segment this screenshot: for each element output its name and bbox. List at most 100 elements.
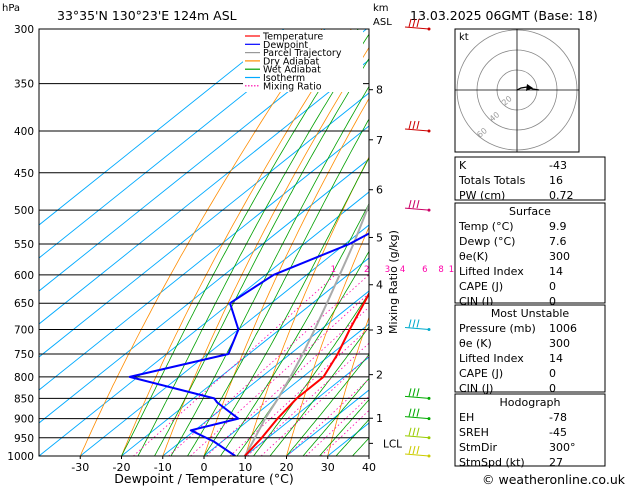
table-row-label: K [459,159,467,172]
temperature-tick-label: 10 [238,461,252,474]
profile-series [128,202,369,456]
mixing-ratio-line [286,378,369,456]
wind-barb-flag [416,408,420,417]
wind-barb-flag [408,427,412,436]
stability-tables: K -43 Totals Totals 16 PW (cm) 0.72 Surface Tem… [454,156,606,469]
isotherm-line [39,29,326,259]
table-row-value: 27 [549,456,563,469]
table-row-label: Lifted Index [459,265,524,278]
table-row-value: 0 [549,280,556,293]
wind-barb [404,388,431,400]
table-row-label: Lifted Index [459,352,524,365]
wind-barb-staff [404,453,430,457]
wind-barb-staff [404,395,430,399]
table-row-label: Totals Totals [458,174,526,187]
pressure-tick-label: 500 [14,205,34,217]
asl-label: ASL [373,17,392,28]
wind-barb-flag [412,200,416,209]
pressure-tick-label: 800 [14,372,34,384]
isotherm-line [203,323,369,456]
isotherm-line [39,59,369,325]
table-row-label: θe(K) [459,250,488,263]
mixing-ratio-axis-title: Mixing Ratio (g/kg) [387,230,400,334]
wind-barb-flag [416,388,420,397]
copyright: © weatheronline.co.uk [482,472,626,486]
km-tick-label: 3 [376,324,383,337]
legend-background [243,30,363,92]
wind-barb-dot [427,328,431,332]
wind-barb-dot [427,436,431,440]
wind-barbs [404,18,431,458]
legend-label: Wet Adiabat [263,65,321,76]
table-row-value: 14 [549,352,563,365]
wind-barb-staff [404,26,430,30]
wet-adiabat-line [203,157,369,456]
wind-barb-flag [408,18,412,28]
table-row-value: 300° [549,441,576,454]
isotherm-line [39,92,369,358]
table-row-value: -78 [549,411,567,424]
wind-barb-dot [427,454,431,458]
location-title: 33°35'N 130°23'E 124m ASL [57,8,237,23]
wind-barb-staff [404,128,430,132]
isotherm-line [39,29,367,292]
wind-barb-flag [412,427,416,436]
wind-barb-flag [412,120,416,130]
temperature-tick-label: -20 [113,461,131,474]
legend-label: Dewpoint [263,40,308,51]
legend-label: Temperature [262,32,323,43]
wind-barb-flag [416,427,420,436]
pressure-tick-label: 350 [14,79,34,91]
wet-adiabat-line [286,353,369,456]
temperature-line [244,291,369,456]
wind-barb-flag [416,319,420,328]
pressure-tick-label: 450 [14,168,34,180]
km-tick-label: 8 [376,84,383,97]
pressure-tick-label: 600 [14,270,34,282]
wind-barb [404,408,431,421]
wind-barb [404,120,431,133]
pressure-tick-label: 650 [14,298,34,310]
dry-adiabat-line [327,315,369,456]
temperature-tick-label: -30 [71,461,89,474]
table-row-value: 16 [549,174,563,187]
table-row-value: 9.9 [549,220,567,233]
table-title: Most Unstable [491,307,570,320]
wet-adiabat-line [137,33,369,456]
wind-barb-flag [412,408,416,417]
table-row-label: PW (cm) [459,189,505,202]
mixing-ratio-label: 3 [385,265,390,275]
storm-motion-marker [526,84,533,91]
wind-barb [404,18,431,31]
pressure-tick-label: 400 [14,126,34,138]
mixing-ratio-line [247,342,369,456]
isotherm-line [39,29,285,226]
table-row-label: SREH [459,426,489,439]
wind-barb-flag [416,200,420,209]
table-row-label: CAPE (J) [459,367,503,380]
mixing-ratio-line [260,355,369,456]
wind-barb [404,200,431,212]
table-row-value: 7.6 [549,235,567,248]
wet-adiabat-line [302,377,369,456]
pressure-tick-label: 750 [14,349,34,361]
table-row-label: θe (K) [459,337,492,350]
pressure-tick-label: 300 [14,24,34,36]
wind-barb-staff [404,327,430,331]
mixing-ratio-label: 6 [422,265,427,275]
table-row-value: 300 [549,337,570,350]
wind-barb-flag [408,388,412,397]
km-label: km [373,3,389,14]
table-row-value: 14 [549,265,563,278]
legend-label: Dry Adiabat [263,56,320,67]
km-tick-label: 6 [376,184,383,197]
wind-barb [404,445,431,458]
temperature-tick-label: -10 [154,461,172,474]
temperature-tick-label: 30 [321,461,335,474]
mixing-ratio-line [206,306,369,456]
wind-barb-staff [404,207,430,211]
wind-barb-staff [404,416,430,420]
wind-barb-flag [408,408,412,417]
